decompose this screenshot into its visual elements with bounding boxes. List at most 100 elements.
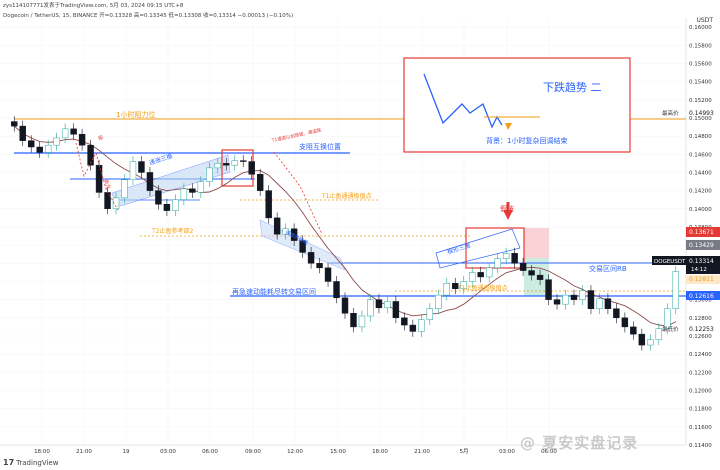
candle-body[interactable] xyxy=(138,161,145,173)
candle-body[interactable] xyxy=(392,301,400,319)
candle-body[interactable] xyxy=(655,328,663,340)
resistance-1h-label: 1小时阻力位 xyxy=(116,110,155,119)
candle-body[interactable] xyxy=(324,267,332,282)
candle-body[interactable] xyxy=(78,134,86,146)
price-tick-label: 0.11400 xyxy=(689,443,712,449)
candle-body[interactable] xyxy=(19,125,26,141)
candle-body[interactable] xyxy=(206,167,213,182)
candle-body[interactable] xyxy=(61,128,69,139)
candle-body[interactable] xyxy=(189,188,196,193)
candle-body[interactable] xyxy=(418,319,425,332)
candle-body[interactable] xyxy=(180,188,188,200)
candle-body[interactable] xyxy=(44,144,52,153)
candle-body[interactable] xyxy=(197,181,205,193)
candle-body[interactable] xyxy=(27,140,35,148)
time-axis[interactable]: 18:00 21:00 19 03:00 06:00 09:00 12:00 15:00 18:… xyxy=(34,448,557,455)
candle-body[interactable] xyxy=(664,308,671,329)
candle-body[interactable] xyxy=(647,339,654,346)
price-tick-label: 0.15200 xyxy=(689,98,712,104)
candle-body[interactable] xyxy=(468,272,476,282)
candle-body[interactable] xyxy=(621,317,629,328)
candle-body[interactable] xyxy=(375,299,383,309)
candle-body[interactable] xyxy=(163,203,171,211)
candle-body[interactable] xyxy=(299,240,306,253)
candle-body[interactable] xyxy=(333,281,340,299)
price-tick-label: 0.15400 xyxy=(689,80,712,86)
candle-body[interactable] xyxy=(129,161,137,180)
candle-body[interactable] xyxy=(545,279,552,300)
candle-body[interactable] xyxy=(553,299,561,305)
candle-body[interactable] xyxy=(367,299,374,317)
candle-body[interactable] xyxy=(121,179,128,199)
candle-body[interactable] xyxy=(672,271,679,309)
sell-pressure-label: 卖方 xyxy=(102,178,112,190)
candle-body[interactable] xyxy=(477,272,484,278)
candle-body[interactable] xyxy=(265,190,272,219)
tag-orange: 0.12811 xyxy=(689,276,714,283)
false-break-arrow-icon xyxy=(503,210,513,220)
candle-body[interactable] xyxy=(519,263,527,271)
price-tick-label: 0.16000 xyxy=(689,25,712,31)
candle-body[interactable] xyxy=(87,144,94,166)
t1-target-low-label: T1止盈通道极值点 xyxy=(457,284,507,292)
price-axis[interactable]: 0.16000 0.15800 0.15600 0.15400 0.15200 0.150… xyxy=(689,25,712,449)
candle-body[interactable] xyxy=(536,274,544,280)
candle-body[interactable] xyxy=(350,313,357,328)
candle-body[interactable] xyxy=(384,301,391,309)
candle-body[interactable] xyxy=(570,294,578,300)
candle-body[interactable] xyxy=(248,161,255,175)
candle-body[interactable] xyxy=(562,294,569,305)
time-tick-label: 19 xyxy=(123,449,130,455)
candle-body[interactable] xyxy=(256,174,264,191)
candle-body[interactable] xyxy=(316,263,323,269)
candle-body[interactable] xyxy=(112,197,120,210)
candle-body[interactable] xyxy=(604,298,612,309)
candle-body[interactable] xyxy=(273,217,281,235)
candle-body[interactable] xyxy=(502,253,510,260)
candle-body[interactable] xyxy=(511,253,518,264)
price-tick-label: 0.15800 xyxy=(689,43,712,49)
candle-body[interactable] xyxy=(443,283,450,296)
candle-body[interactable] xyxy=(155,190,162,205)
candle-body[interactable] xyxy=(172,199,179,211)
candle-body[interactable] xyxy=(240,160,247,162)
candle-body[interactable] xyxy=(630,326,637,335)
candle-body[interactable] xyxy=(452,283,459,289)
candle-body[interactable] xyxy=(528,270,535,276)
candle-body[interactable] xyxy=(358,315,366,328)
candle-body[interactable] xyxy=(401,317,408,326)
time-tick-label: 06:00 xyxy=(202,449,218,455)
candle-body[interactable] xyxy=(290,228,298,241)
candle-body[interactable] xyxy=(231,160,238,166)
candle-body[interactable] xyxy=(587,290,595,309)
candle-body[interactable] xyxy=(341,297,349,314)
candle-body[interactable] xyxy=(596,298,603,309)
symbol-ohlc-line: Dogecoin / TetherUS, 15, BINANCE 开=0.133… xyxy=(3,13,294,19)
candle-body[interactable] xyxy=(11,121,18,127)
candlesticks[interactable] xyxy=(11,116,679,351)
candle-body[interactable] xyxy=(435,294,442,309)
candle-body[interactable] xyxy=(426,308,434,320)
candle-body[interactable] xyxy=(460,281,467,289)
candle-body[interactable] xyxy=(214,163,222,169)
candle-body[interactable] xyxy=(53,137,60,146)
high-value: 0.14993 xyxy=(689,110,714,117)
candle-body[interactable] xyxy=(223,163,230,166)
low-label: 最低价 xyxy=(662,325,679,333)
candle-body[interactable] xyxy=(307,252,315,264)
candle-body[interactable] xyxy=(485,267,493,278)
candle-body[interactable] xyxy=(95,164,103,193)
tradingview-logo[interactable]: 17 TradingView xyxy=(3,458,58,467)
candle-body[interactable] xyxy=(282,228,289,235)
candle-body[interactable] xyxy=(146,172,154,191)
candle-body[interactable] xyxy=(70,128,77,135)
tag-orange-bg xyxy=(686,275,720,284)
candle-body[interactable] xyxy=(36,146,43,153)
candle-body[interactable] xyxy=(638,333,646,346)
candle-body[interactable] xyxy=(409,324,417,332)
candle-body[interactable] xyxy=(613,308,620,319)
time-tick-label: 21:00 xyxy=(414,449,430,455)
candle-body[interactable] xyxy=(494,258,501,269)
candle-body[interactable] xyxy=(579,290,586,300)
